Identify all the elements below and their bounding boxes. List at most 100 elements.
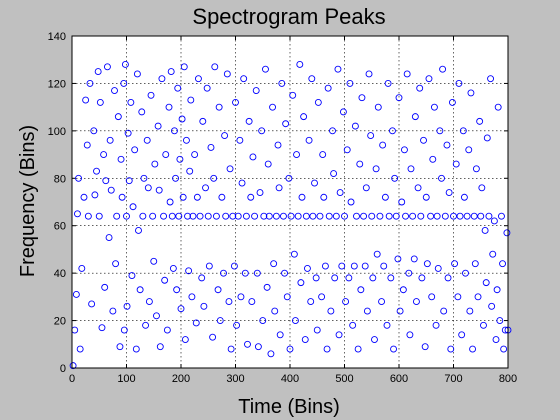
- data-point: [128, 272, 136, 279]
- data-point: [191, 151, 199, 159]
- data-point: [396, 307, 404, 315]
- data-point: [82, 96, 90, 104]
- data-point: [429, 155, 437, 163]
- data-point: [343, 146, 351, 154]
- data-point: [180, 63, 188, 71]
- data-point: [357, 286, 365, 294]
- data-point: [410, 255, 418, 263]
- y-tick-label: 100: [48, 126, 66, 138]
- grid-lines: [72, 36, 508, 368]
- data-point: [150, 257, 158, 265]
- data-point: [135, 227, 142, 234]
- data-point: [311, 179, 318, 187]
- x-tick-label: 600: [390, 373, 408, 385]
- data-point: [283, 293, 291, 301]
- data-point: [174, 84, 182, 92]
- data-point: [292, 317, 299, 325]
- data-point: [309, 212, 317, 220]
- data-point: [94, 68, 102, 76]
- data-point: [460, 193, 468, 201]
- data-point: [123, 212, 130, 220]
- data-point: [347, 198, 355, 206]
- data-point: [496, 317, 504, 325]
- data-point: [498, 212, 505, 220]
- data-point: [114, 113, 122, 121]
- data-point: [221, 132, 229, 140]
- data-point: [215, 103, 223, 111]
- data-point: [165, 103, 173, 111]
- data-point: [482, 279, 490, 287]
- data-point: [401, 146, 408, 154]
- data-point: [422, 193, 430, 201]
- data-point: [336, 189, 344, 196]
- chart-title: Spectrogram Peaks: [192, 4, 385, 29]
- data-point: [409, 212, 417, 220]
- data-point: [258, 127, 266, 135]
- data-point: [416, 84, 424, 92]
- data-point: [434, 264, 442, 272]
- y-tick-label: 80: [54, 173, 66, 185]
- data-point: [384, 79, 392, 87]
- data-point: [378, 298, 386, 306]
- data-point: [319, 151, 327, 159]
- data-point: [253, 269, 261, 277]
- data-point: [188, 293, 196, 301]
- data-point: [251, 212, 259, 220]
- data-point: [372, 165, 380, 173]
- data-point: [492, 336, 500, 343]
- data-point: [421, 343, 429, 351]
- data-point: [240, 75, 248, 83]
- data-point: [220, 269, 227, 277]
- data-point: [406, 331, 414, 339]
- data-point: [321, 262, 329, 270]
- data-point: [444, 274, 452, 282]
- data-point: [202, 184, 209, 192]
- data-point: [480, 321, 487, 329]
- data-point: [182, 136, 190, 144]
- data-point: [173, 286, 181, 294]
- data-point: [443, 141, 451, 149]
- data-point: [493, 286, 501, 294]
- data-point: [176, 155, 184, 163]
- data-point: [113, 212, 121, 220]
- data-point: [116, 343, 124, 351]
- data-point: [105, 234, 113, 242]
- data-point: [280, 212, 287, 220]
- data-point: [389, 127, 396, 135]
- data-point: [154, 122, 162, 130]
- data-point: [297, 279, 305, 287]
- data-point: [232, 98, 239, 106]
- data-point: [327, 307, 335, 315]
- data-point: [247, 193, 255, 201]
- data-point: [425, 75, 433, 83]
- data-point: [427, 212, 435, 220]
- data-point: [271, 307, 279, 315]
- data-point: [194, 75, 202, 83]
- data-point: [445, 189, 453, 196]
- data-point: [438, 174, 445, 182]
- data-point: [136, 286, 144, 294]
- data-point: [338, 262, 346, 270]
- plot-frame: [71, 35, 509, 369]
- data-point: [313, 326, 321, 334]
- data-point: [467, 89, 475, 97]
- data-point: [440, 307, 448, 315]
- x-tick-label: 300: [226, 373, 244, 385]
- data-point: [121, 61, 129, 68]
- data-point: [140, 174, 148, 182]
- data-point: [329, 127, 336, 135]
- data-point: [214, 286, 222, 294]
- data-point: [267, 350, 275, 358]
- data-point: [349, 321, 357, 329]
- data-point: [308, 75, 316, 83]
- data-point: [264, 160, 272, 168]
- data-point: [450, 212, 457, 220]
- data-point: [474, 293, 482, 301]
- data-point: [485, 212, 493, 220]
- data-point: [330, 170, 338, 177]
- data-point: [230, 262, 238, 270]
- data-point: [356, 160, 364, 168]
- data-point: [358, 94, 366, 102]
- data-point: [256, 189, 264, 196]
